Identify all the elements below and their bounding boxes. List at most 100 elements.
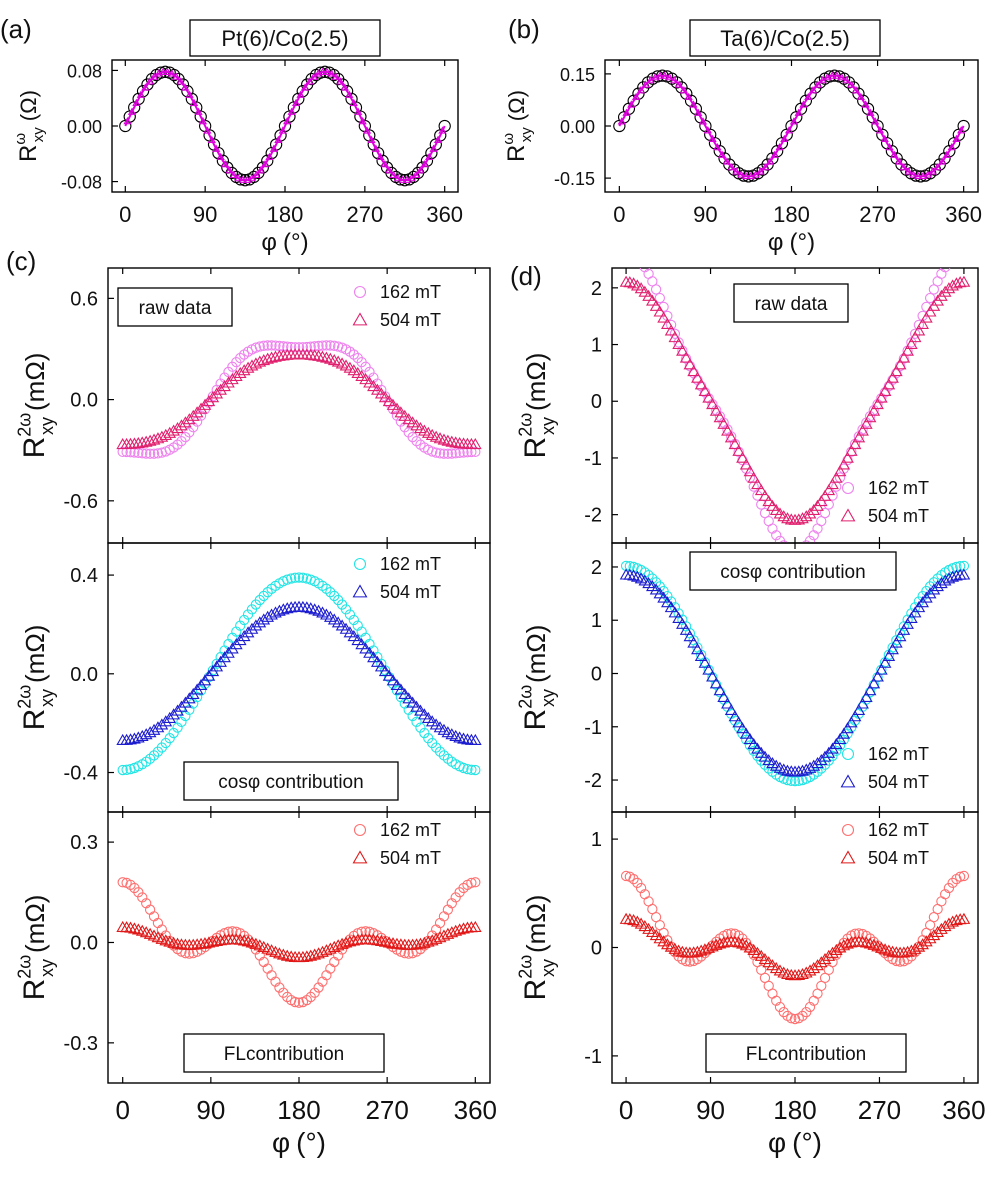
x-axis-label: φ (°) [272,1127,326,1158]
data-point-circle [446,448,457,459]
data-point-triangle [762,956,776,968]
data-point-triangle [661,596,674,608]
data-point-circle [801,1006,812,1018]
annotation-box [733,283,849,323]
data-point-circle [148,911,160,922]
fit-marker-triangle [727,162,736,171]
data-point-circle [639,567,650,578]
legend-label: 162 mT [868,820,929,840]
fit-marker-triangle [362,126,372,134]
fit-marker-triangle [832,71,842,79]
data-point-triangle [642,289,655,301]
data-point-circle [876,393,887,404]
data-point-triangle [833,465,847,477]
header-box [189,19,381,57]
fit-marker-triangle [904,167,913,175]
data-point-triangle [844,444,858,456]
data-point-triangle [837,458,851,470]
data-point-circle [254,341,265,352]
fit-marker-triangle [684,92,693,101]
data-point-circle [250,342,262,353]
data-point-circle [258,590,269,602]
data-point-circle [643,570,654,581]
data-point-triangle [863,684,877,696]
data-point-triangle [874,391,888,403]
legend-label: 162 mT [868,744,929,764]
data-point-triangle [841,722,854,734]
data-point-triangle [218,379,231,392]
data-point-triangle [253,616,267,628]
fit-marker-triangle [713,142,722,151]
series-group [116,340,482,459]
data-point-triangle [638,285,652,297]
data-point-circle [293,572,305,583]
data-point-circle [959,246,968,255]
data-point-circle [943,882,955,894]
x-tick-label: 90 [696,1095,725,1125]
data-point-circle [801,540,811,543]
fit-marker-triangle [389,170,398,179]
data-point-circle [238,614,250,626]
data-point-triangle [709,404,723,416]
data-point-triangle [754,484,768,496]
data-point-triangle [374,660,388,672]
legend-label: 504 mT [868,506,929,526]
fit-marker-triangle [823,73,832,81]
data-point-triangle [882,944,896,956]
fit-marker-triangle [641,80,650,88]
y-axis-label-unit: (mΩ) [20,353,50,411]
x-axis-label-main: φ [768,229,784,256]
data-point-triangle [280,949,294,961]
data-point-triangle [905,611,918,624]
data-point-circle [450,892,461,903]
fit-marker-triangle [674,80,684,88]
data-point-triangle [425,934,439,946]
y-axis-label-sup: 2ω [516,685,536,709]
data-point-triangle [308,948,322,960]
data-point-circle [632,877,643,889]
data-point-triangle [739,458,753,470]
data-point-triangle [226,373,239,385]
y-tick-label: 0 [591,391,602,413]
y-axis-label-sub: xy [30,127,47,143]
y-axis-label-sup: ω [500,133,517,145]
fit-marker-triangle [416,166,425,174]
y-tick-label: 0.00 [67,117,102,137]
panel-c3: -0.3 0.0 0.3 0 90 180 270 360 162 mT 504 mT FLcont… [15,811,497,1158]
annotation-box [117,287,233,327]
data-point-circle [125,763,136,775]
fit-marker-triangle [163,67,172,75]
data-point-triangle [867,404,881,416]
data-point-triangle [190,406,204,418]
fit-marker-triangle [220,160,230,168]
fit-marker-triangle [808,86,818,94]
data-point-circle [722,928,733,940]
data-point-triangle [433,432,447,444]
data-point-triangle [709,938,723,950]
data-point-triangle [359,642,372,654]
x-tick-label: 360 [942,1095,985,1125]
data-point-triangle [257,353,271,366]
data-point-circle [415,722,426,733]
data-point-circle [293,997,305,1008]
data-point-triangle [468,920,482,933]
data-point-triangle [457,732,470,744]
data-point-triangle [728,438,742,450]
data-point-circle [329,340,340,351]
data-point-triangle [878,384,892,397]
data-point-circle [628,873,639,885]
fit-marker-triangle [238,175,248,183]
data-point-triangle [664,324,678,336]
data-point-circle [360,361,371,372]
data-point-triangle [206,935,220,947]
fit-marker-triangle [847,80,856,88]
x-tick-label: 270 [365,1095,408,1125]
data-point-circle [235,352,246,364]
data-point-circle [665,319,677,331]
data-point-triangle [378,391,392,403]
data-point-triangle [912,324,926,336]
data-point-triangle [676,945,689,957]
y-tick-label: 0.00 [560,117,595,137]
data-point-triangle [194,937,208,949]
data-point-circle [741,734,752,745]
